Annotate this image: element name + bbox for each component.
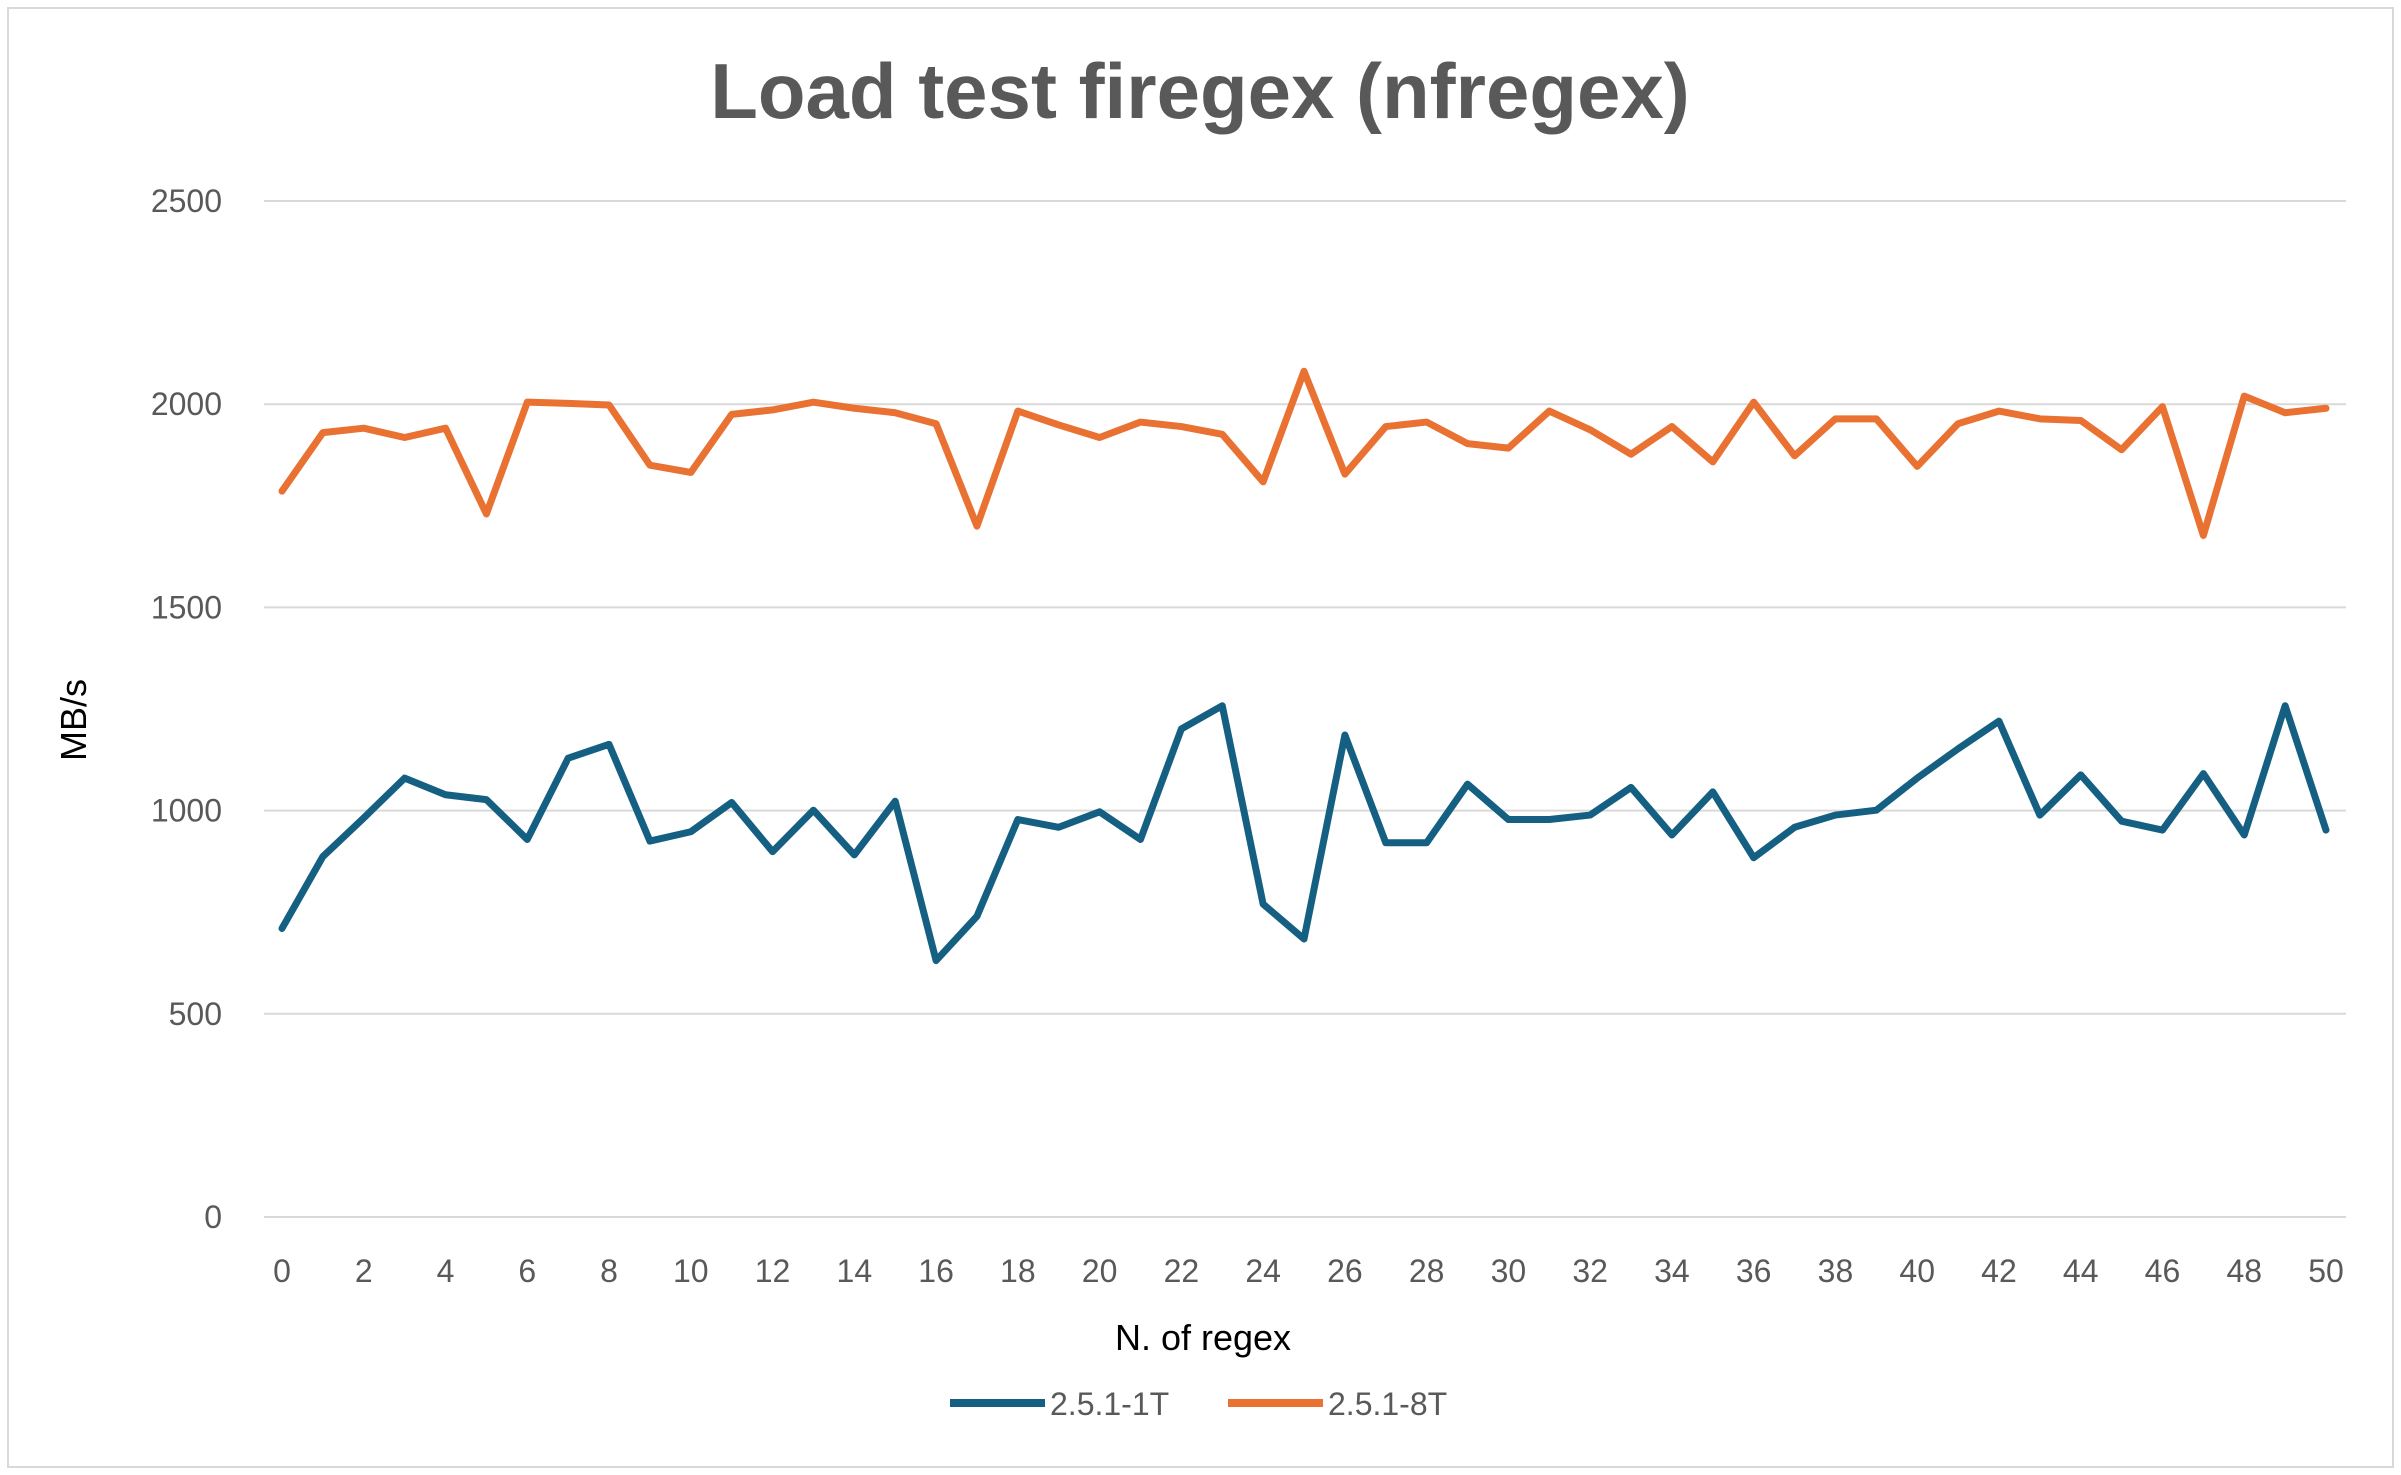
- x-tick-label: 22: [1164, 1253, 1200, 1289]
- x-tick-label: 2: [355, 1253, 373, 1289]
- x-tick-label: 46: [2145, 1253, 2181, 1289]
- y-tick-label: 1000: [151, 793, 222, 829]
- legend-label-1t: 2.5.1-1T: [1050, 1386, 1169, 1422]
- x-tick-label: 4: [437, 1253, 455, 1289]
- chart-border: [7, 7, 2394, 1468]
- series-lines: [278, 367, 2330, 965]
- y-tick-label: 2500: [151, 183, 222, 219]
- x-tick-label: 28: [1409, 1253, 1445, 1289]
- x-tick-label: 40: [1899, 1253, 1935, 1289]
- x-tick-label: 36: [1736, 1253, 1772, 1289]
- x-tick-label: 0: [273, 1253, 291, 1289]
- x-tick-label: 6: [518, 1253, 536, 1289]
- x-tick-label: 14: [837, 1253, 873, 1289]
- x-tick-label: 44: [2063, 1253, 2099, 1289]
- legend: 2.5.1-1T 2.5.1-8T: [950, 1386, 1447, 1422]
- y-tick-label: 1500: [151, 589, 222, 625]
- x-tick-label: 24: [1245, 1253, 1281, 1289]
- y-tick-label: 0: [204, 1199, 222, 1235]
- x-tick-label: 30: [1491, 1253, 1527, 1289]
- x-tick-labels: 0 2 4 6 8 10 12 14 16 18 20 22 24 26 28 30 32 34 36 38 40 42 4…: [273, 1253, 2344, 1289]
- chart-title: Load test firegex (nfregex): [710, 47, 1690, 135]
- x-tick-label: 48: [2226, 1253, 2262, 1289]
- x-tick-label: 42: [1981, 1253, 2017, 1289]
- x-tick-label: 16: [918, 1253, 954, 1289]
- x-tick-label: 26: [1327, 1253, 1363, 1289]
- legend-label-8t: 2.5.1-8T: [1328, 1386, 1447, 1422]
- x-tick-label: 32: [1572, 1253, 1608, 1289]
- y-tick-label: 2000: [151, 386, 222, 422]
- x-tick-label: 34: [1654, 1253, 1690, 1289]
- y-axis-title: MB/s: [53, 679, 94, 761]
- y-tick-label: 500: [169, 996, 222, 1032]
- x-tick-label: 8: [600, 1253, 618, 1289]
- x-tick-label: 12: [755, 1253, 791, 1289]
- x-tick-label: 20: [1082, 1253, 1118, 1289]
- y-tick-labels: 0 500 1000 1500 2000 2500: [151, 183, 222, 1235]
- x-tick-label: 50: [2308, 1253, 2344, 1289]
- x-tick-label: 38: [1818, 1253, 1854, 1289]
- x-tick-label: 10: [673, 1253, 709, 1289]
- x-axis-title: N. of regex: [1115, 1317, 1291, 1358]
- x-tick-label: 18: [1000, 1253, 1036, 1289]
